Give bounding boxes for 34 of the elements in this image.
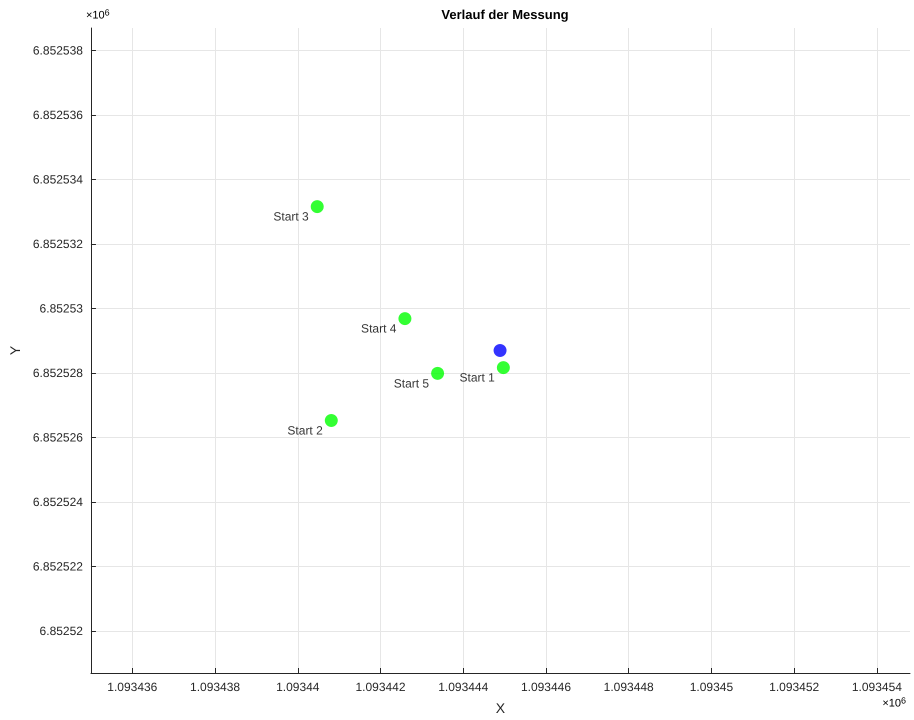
x-tick-label: 1.093436	[107, 680, 158, 694]
x-tick-label: 1.093444	[438, 680, 489, 694]
y-tick-label: 6.852528	[32, 366, 84, 380]
y-tick-label: 6.85253	[40, 302, 84, 316]
y-tick-label: 6.852524	[32, 495, 84, 510]
y-tick-label: 6.852526	[32, 430, 84, 445]
y-tick-label: 6.852532	[32, 237, 84, 252]
point	[310, 200, 324, 214]
y-tick-label: 6.852522	[32, 560, 84, 574]
y-axis-title: Y	[7, 345, 23, 356]
point	[431, 366, 444, 380]
x-tick-label: 1.09344	[276, 680, 320, 694]
data-label: Start 5	[394, 376, 430, 390]
point	[494, 344, 507, 357]
data-label: Start 1	[460, 370, 496, 385]
x-axis-title: X	[496, 700, 506, 716]
x-tick-label: 1.093438	[190, 680, 240, 694]
point	[324, 414, 338, 427]
data-label: Start 2	[287, 423, 324, 438]
x-tick-label: 1.093452	[769, 680, 820, 694]
chart-title: Verlauf der Messung	[441, 7, 569, 22]
data-label: Start 3	[273, 210, 310, 224]
point	[398, 312, 412, 326]
data-label: Start 4	[361, 322, 397, 336]
point	[496, 361, 510, 374]
y-tick-label: 6.852534	[32, 172, 84, 187]
x-tick-label: 1.09345	[690, 680, 734, 694]
x-tick-label: 1.093448	[604, 680, 654, 694]
x-tick-label: 1.093446	[520, 680, 572, 694]
y-tick-label: 6.852538	[32, 44, 84, 58]
y-tick-label: 6.85252	[40, 624, 84, 638]
x-tick-label: 1.093442	[355, 680, 406, 694]
x-tick-label: 1.093454	[852, 680, 902, 694]
y-tick-label: 6.852536	[32, 108, 84, 122]
